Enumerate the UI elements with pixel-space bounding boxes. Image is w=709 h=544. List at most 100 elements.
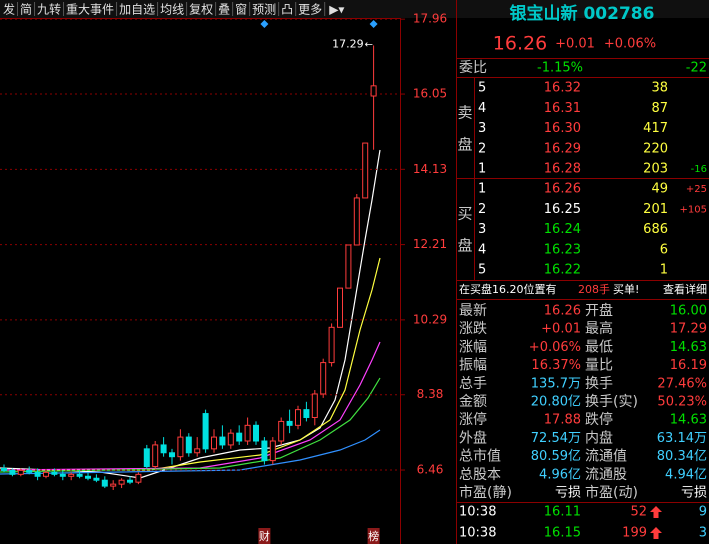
book-price: 16.32 [544,81,581,96]
stat-label: 流通股 [585,467,627,483]
toolbar-button[interactable]: 凸 [281,3,293,17]
y-tick-label: 17.96 [413,12,447,26]
trade-price: 16.15 [544,526,581,541]
candle-body [345,244,352,289]
book-volume: 38 [651,81,668,96]
notice-link[interactable]: 查看详细 [663,282,707,296]
stat-label: 涨幅 [459,339,487,355]
stat-value: +0.01 [541,322,581,337]
book-price: 16.24 [544,222,581,237]
toolbar-button[interactable]: 均线 [160,3,184,17]
sell-label: 盘 [457,136,472,154]
event-diamond [260,20,269,28]
toolbar-button[interactable]: 重大事件 [66,3,114,17]
notice-type: 买单! [613,283,639,296]
toolbar-button[interactable]: 发 [3,2,15,17]
buy-label: 买 [457,205,472,223]
book-price: 16.31 [544,101,581,116]
toolbar-button[interactable]: 预测 [252,3,276,17]
stat-value: 4.96亿 [539,467,581,482]
candle-body [320,362,327,395]
toolbar-arrow[interactable]: ▶▾ [329,3,344,17]
trade-count: 9 [699,505,707,520]
y-tick-label: 12.21 [413,237,447,251]
candle-body [253,424,259,442]
notice-text: 在买盘16.20位置有 [459,282,557,296]
candle-body [194,448,201,454]
price-change: +0.01 [555,37,595,52]
stat-label: 换手 [585,375,613,392]
stat-value: 27.46% [657,376,707,391]
toolbar-button[interactable]: 复权 [189,3,213,17]
candle-body [311,393,318,418]
candle-body [269,440,276,462]
stat-label: 市盈(动) [585,484,638,501]
toolbar [0,0,709,18]
stat-value: 20.80亿 [531,395,581,410]
book-price: 16.29 [544,141,581,156]
trade-count: 3 [699,526,707,541]
stat-label: 最低 [585,339,613,355]
high-arrow: ← [365,39,373,50]
stat-value: 亏损 [555,486,581,501]
toolbar-button[interactable]: 加自选 [119,3,155,17]
y-tick-label: 16.05 [413,87,447,101]
toolbar-button[interactable]: 叠 [218,3,230,17]
stat-label: 量比 [585,358,613,374]
stat-label: 最新 [459,303,487,319]
candle-body [26,469,33,473]
event-diamond [369,20,378,28]
stat-value: 50.23% [657,395,707,410]
ma-line [0,149,381,479]
event-marker[interactable]: 榜 [368,529,379,543]
candle-body [152,444,159,467]
stat-value: 16.00 [670,304,707,319]
book-level: 2 [478,141,486,156]
stat-value: 14.63 [670,340,707,355]
candle-body [110,483,117,487]
stat-value: 亏损 [681,486,707,501]
trade-price: 16.11 [544,505,581,520]
order-ratio-label: 委比 [459,60,487,76]
high-annotation: 17.29 [332,37,364,50]
stat-label: 流通值 [585,449,627,465]
stat-label: 振幅 [459,358,487,374]
candle-body [227,432,234,446]
candle-body [59,473,66,477]
stat-value: 4.94亿 [665,467,707,482]
buy-label: 盘 [457,237,472,255]
toolbar-button[interactable]: 九转 [37,2,61,17]
candle-body [34,471,41,477]
stat-value: 63.14万 [657,431,707,446]
book-price: 16.28 [544,162,581,177]
toolbar-button[interactable]: 简 [20,3,32,17]
candle-body [202,413,209,450]
book-volume: 417 [643,121,668,136]
candle-body [9,469,16,475]
candle-body [85,475,91,479]
event-marker[interactable]: 财 [259,529,270,543]
book-price: 16.30 [544,121,581,136]
candle-body [93,477,100,481]
stat-label: 总手 [459,376,487,392]
notice-amount: 208手 [578,282,610,296]
candle-body [353,197,360,246]
candle-body [337,287,343,328]
toolbar-button[interactable]: 更多 [298,3,322,17]
toolbar-button[interactable]: 窗 [235,3,247,17]
candle-body [17,469,24,475]
y-tick-label: 10.29 [413,312,447,326]
candle-body [135,473,142,483]
candle-body [177,436,184,458]
book-level: 1 [478,182,486,197]
trade-time: 10:38 [459,505,496,520]
book-volume: 220 [643,141,668,156]
book-price: 16.26 [544,182,581,197]
book-volume: 49 [651,182,668,197]
candle-body [43,471,49,477]
book-volume: 6 [660,242,668,257]
stat-value: 135.7万 [531,376,581,391]
book-level: 4 [478,101,486,116]
stat-value: 80.34亿 [657,449,707,464]
